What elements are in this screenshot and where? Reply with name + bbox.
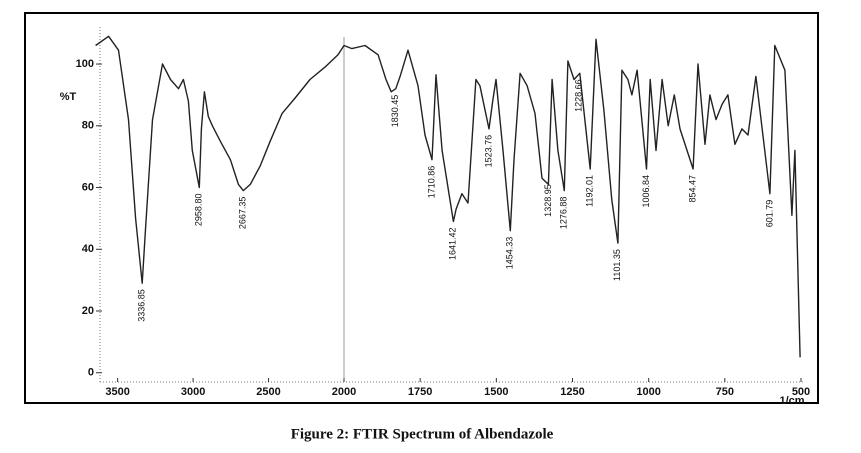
y-tick-label: 60 xyxy=(82,181,94,193)
y-tick-label: 40 xyxy=(82,243,94,255)
peak-label: 854.47 xyxy=(687,175,697,203)
peak-label: 1830.45 xyxy=(390,95,400,128)
x-tick-label: 750 xyxy=(716,386,734,398)
x-tick-label: 1250 xyxy=(560,386,584,398)
peak-label: 1523.76 xyxy=(483,135,493,168)
x-tick-label: 3000 xyxy=(181,386,205,398)
peak-label: 1228.66 xyxy=(573,79,583,112)
x-tick-label: 2500 xyxy=(256,386,280,398)
peak-label: 1192.01 xyxy=(585,175,595,207)
peak-label: 1276.88 xyxy=(559,197,569,230)
peak-label: 601.79 xyxy=(764,200,774,228)
x-tick-label: 500 xyxy=(792,386,810,398)
x-tick-label: 1750 xyxy=(408,386,432,398)
x-tick-label: 1500 xyxy=(484,386,508,398)
peak-label: 1641.42 xyxy=(448,227,458,260)
peak-label: 1710.86 xyxy=(426,166,436,199)
peak-label: 1328.95 xyxy=(543,184,553,217)
y-axis-label: %T xyxy=(60,91,77,103)
x-tick-label: 3500 xyxy=(105,386,129,398)
peak-label: 2958.80 xyxy=(194,194,204,227)
peak-label: 1006.84 xyxy=(641,175,651,208)
peak-label: 1101.35 xyxy=(612,249,622,281)
peak-label: 1454.33 xyxy=(505,237,515,270)
spectrum-line xyxy=(95,35,801,358)
y-tick-label: 20 xyxy=(82,305,94,317)
x-tick-label: 2000 xyxy=(332,386,356,398)
y-tick-label: 80 xyxy=(82,120,94,132)
y-tick-label: 0 xyxy=(88,367,94,379)
frame xyxy=(24,12,819,404)
x-tick-label: 1000 xyxy=(636,386,660,398)
x-axis-label: 1/cm xyxy=(779,395,804,407)
peak-label: 3336.85 xyxy=(137,289,147,322)
chart-title: Figure 2: FTIR Spectrum of Albendazole xyxy=(291,426,554,442)
peak-label: 2667.35 xyxy=(238,197,248,230)
y-tick-label: 100 xyxy=(76,58,94,70)
